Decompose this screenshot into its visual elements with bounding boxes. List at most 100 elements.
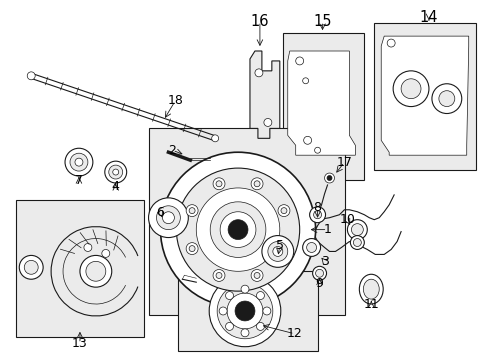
Circle shape — [303, 136, 311, 144]
Circle shape — [19, 255, 43, 279]
Bar — [282, 33, 364, 180]
Circle shape — [225, 323, 233, 330]
Text: 15: 15 — [313, 14, 331, 29]
Circle shape — [324, 173, 334, 183]
Circle shape — [315, 269, 323, 277]
Text: 1: 1 — [323, 223, 331, 236]
Circle shape — [353, 239, 361, 247]
Circle shape — [295, 57, 303, 65]
Text: 14: 14 — [419, 10, 437, 25]
Text: 5: 5 — [275, 239, 283, 252]
Circle shape — [241, 329, 248, 337]
Circle shape — [226, 293, 263, 329]
Circle shape — [210, 202, 265, 257]
Circle shape — [211, 135, 218, 142]
Circle shape — [75, 158, 83, 166]
Circle shape — [216, 273, 222, 278]
Circle shape — [256, 323, 264, 330]
Circle shape — [186, 243, 198, 255]
Circle shape — [313, 211, 321, 219]
Circle shape — [250, 270, 263, 282]
Circle shape — [189, 208, 195, 213]
Circle shape — [213, 178, 224, 190]
Circle shape — [272, 247, 282, 256]
Text: 2: 2 — [168, 144, 176, 157]
Text: 11: 11 — [363, 297, 378, 311]
Circle shape — [108, 165, 122, 179]
Circle shape — [84, 243, 92, 251]
Text: 12: 12 — [286, 327, 302, 340]
Bar — [178, 271, 317, 351]
Circle shape — [267, 242, 287, 261]
Text: 17: 17 — [336, 156, 352, 168]
Circle shape — [216, 181, 222, 187]
Circle shape — [302, 239, 320, 256]
Text: 7: 7 — [75, 174, 83, 186]
Bar — [16, 200, 143, 337]
Text: 9: 9 — [315, 277, 323, 290]
Circle shape — [24, 260, 38, 274]
Circle shape — [86, 261, 105, 281]
Circle shape — [196, 188, 279, 271]
Circle shape — [80, 255, 112, 287]
Circle shape — [219, 307, 226, 315]
Ellipse shape — [359, 274, 383, 304]
Text: 4: 4 — [112, 180, 120, 193]
Circle shape — [263, 307, 270, 315]
Circle shape — [314, 147, 320, 153]
Circle shape — [254, 181, 260, 187]
Circle shape — [102, 249, 109, 257]
Circle shape — [217, 283, 272, 339]
Circle shape — [160, 152, 315, 307]
Circle shape — [281, 208, 286, 213]
Polygon shape — [381, 36, 468, 155]
Circle shape — [350, 235, 364, 249]
Circle shape — [262, 235, 293, 267]
Circle shape — [254, 273, 260, 278]
Circle shape — [148, 198, 188, 238]
Text: 18: 18 — [167, 94, 183, 107]
Circle shape — [431, 84, 461, 113]
Circle shape — [400, 79, 420, 99]
Circle shape — [438, 91, 454, 107]
Text: 10: 10 — [339, 213, 355, 226]
Polygon shape — [249, 51, 279, 138]
Circle shape — [250, 178, 263, 190]
Circle shape — [176, 168, 299, 291]
Polygon shape — [287, 51, 355, 155]
Circle shape — [254, 69, 263, 77]
Circle shape — [312, 266, 326, 280]
Circle shape — [306, 243, 316, 252]
Text: 16: 16 — [250, 14, 268, 29]
Circle shape — [386, 39, 394, 47]
Circle shape — [213, 270, 224, 282]
Circle shape — [264, 118, 271, 126]
Bar — [148, 129, 345, 315]
Circle shape — [278, 205, 289, 217]
Ellipse shape — [363, 279, 379, 299]
Circle shape — [65, 148, 93, 176]
Circle shape — [241, 285, 248, 293]
Circle shape — [113, 169, 119, 175]
Circle shape — [278, 243, 289, 255]
Circle shape — [225, 292, 233, 300]
Circle shape — [186, 205, 198, 217]
Text: 3: 3 — [320, 255, 328, 268]
Circle shape — [156, 206, 180, 230]
Circle shape — [104, 161, 126, 183]
Circle shape — [351, 224, 363, 235]
Circle shape — [227, 220, 247, 239]
Circle shape — [309, 207, 325, 223]
Circle shape — [209, 275, 280, 347]
Circle shape — [162, 212, 174, 224]
Circle shape — [281, 246, 286, 252]
Bar — [373, 23, 475, 170]
Circle shape — [256, 292, 264, 300]
Text: 13: 13 — [72, 337, 88, 350]
Text: 6: 6 — [156, 206, 164, 219]
Circle shape — [302, 78, 308, 84]
Circle shape — [346, 220, 366, 239]
Circle shape — [189, 246, 195, 252]
Circle shape — [235, 301, 254, 321]
Circle shape — [326, 176, 331, 180]
